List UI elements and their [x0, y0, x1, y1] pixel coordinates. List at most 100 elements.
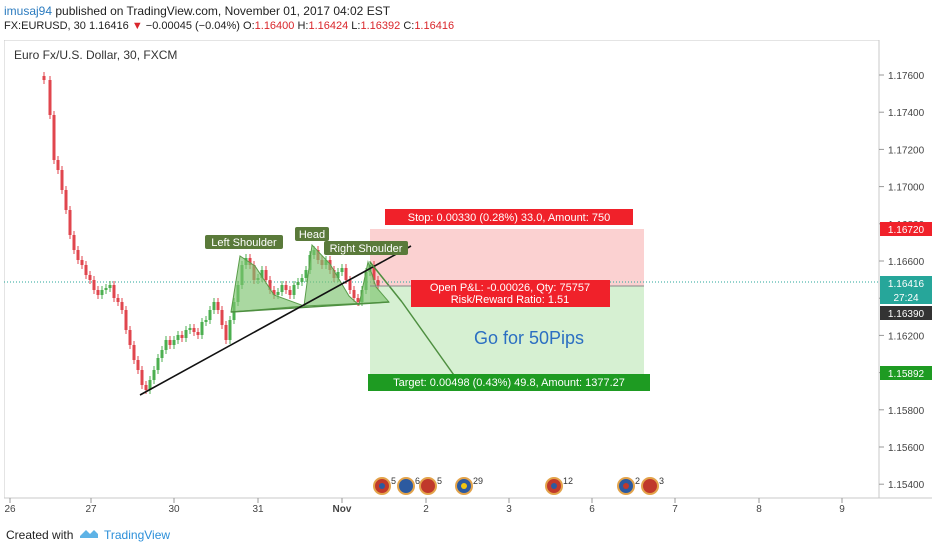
tradingview-logo-icon — [80, 530, 98, 538]
economic-events[interactable]: 5 6 5 29 12 2 3 — [373, 476, 664, 495]
candle-body — [264, 270, 268, 280]
candle-body — [220, 310, 224, 325]
candle-body — [356, 298, 360, 302]
svg-text:1.16720: 1.16720 — [888, 225, 925, 236]
candle-body — [156, 358, 160, 370]
candle-body — [196, 332, 200, 335]
symbol-label: FX:EURUSD, 30 — [4, 20, 86, 32]
candle-body — [104, 288, 108, 290]
price-tick-label: 1.15200 — [888, 517, 925, 518]
time-tick-label: 26 — [4, 504, 16, 515]
candle-body — [88, 275, 92, 280]
candle-body — [100, 290, 104, 295]
time-tick-label: 7 — [672, 504, 678, 515]
svg-text:Left Shoulder: Left Shoulder — [211, 237, 277, 249]
svg-text:1.16416: 1.16416 — [888, 279, 925, 290]
candle-body — [132, 345, 136, 360]
event-count: 2 — [635, 476, 640, 486]
candle-body — [68, 210, 72, 235]
price-chart[interactable]: 1.176001.174001.172001.170001.168001.166… — [4, 40, 932, 518]
candle-body — [228, 320, 232, 340]
pl-info-box: Open P&L: -0.00026, Qty: 75757 Risk/Rewa… — [411, 280, 610, 307]
price-tick-label: 1.15800 — [888, 406, 925, 417]
published-text: published on TradingView.com, November 0… — [55, 4, 391, 18]
candle-body — [172, 340, 176, 345]
currency-flag-icon[interactable] — [397, 477, 415, 495]
time-tick-label: 31 — [252, 504, 264, 515]
candle-body — [300, 278, 304, 282]
candle-body — [192, 328, 196, 332]
candle-body — [180, 335, 184, 338]
high-label: H: — [297, 20, 309, 32]
right-shoulder-label: Right Shoulder — [324, 241, 408, 255]
time-tick-label: 6 — [589, 504, 595, 515]
candle-body — [112, 285, 116, 298]
candle-body — [140, 370, 144, 385]
head-label: Head — [295, 227, 329, 241]
target-price-label: 1.15892 — [880, 366, 932, 380]
candle-body — [148, 380, 152, 390]
candle-body — [200, 322, 204, 335]
open-label: O: — [243, 20, 255, 32]
price-tick-label: 1.17600 — [888, 71, 925, 82]
svg-text:Target: 0.00498 (0.43%) 49.8,: Target: 0.00498 (0.43%) 49.8, Amount: 13… — [393, 377, 625, 389]
candle-body — [208, 310, 212, 320]
candle-body — [116, 298, 120, 302]
candle-body — [288, 290, 292, 295]
ohlc-line: FX:EURUSD, 30 1.16416 ▼ −0.00045 (−0.04%… — [4, 20, 454, 32]
candle-body — [120, 302, 124, 310]
candle-body — [224, 325, 228, 340]
chart-area[interactable]: 1.176001.174001.172001.170001.168001.166… — [4, 40, 932, 518]
candle-body — [56, 160, 60, 170]
down-arrow-icon: ▼ — [131, 20, 143, 32]
candle-body — [136, 360, 140, 370]
candle-body — [268, 280, 272, 290]
candle-body — [348, 280, 352, 290]
high-value: 1.16424 — [308, 20, 349, 32]
time-tick-label: 30 — [168, 504, 180, 515]
candle-body — [52, 115, 56, 160]
price-tick-label: 1.17400 — [888, 108, 925, 119]
candle-body — [96, 290, 100, 295]
trend-line[interactable] — [139, 245, 412, 396]
left-shoulder-label: Left Shoulder — [205, 235, 283, 249]
created-with-text: Created with — [6, 528, 74, 542]
chart-header: imusaj94 published on TradingView.com, N… — [0, 0, 932, 36]
tradingview-brand[interactable]: TradingView — [104, 528, 171, 542]
event-flag-group[interactable]: 29 — [455, 476, 483, 495]
candle-body — [304, 270, 308, 278]
candle-body — [160, 350, 164, 358]
event-flag-group[interactable]: 12 — [545, 476, 573, 495]
candle-body — [272, 290, 276, 295]
candle-body — [212, 302, 216, 310]
currency-flag-icon[interactable] — [419, 477, 437, 495]
candle-body — [248, 258, 252, 265]
time-tick-label: 9 — [839, 504, 845, 515]
event-flag-group[interactable]: 5 6 5 — [373, 476, 442, 495]
candle-body — [108, 285, 112, 288]
svg-text:Open P&L: -0.00026, Qty: 75757: Open P&L: -0.00026, Qty: 75757 — [430, 282, 590, 294]
candle-body — [176, 335, 180, 340]
neckline — [230, 301, 390, 313]
close-value: 1.16416 — [414, 20, 455, 32]
candle-body — [164, 340, 168, 350]
candle-body — [188, 328, 192, 330]
time-axis[interactable]: 26 27 30 31 Nov 2 3 6 7 8 9 — [4, 498, 845, 515]
candle-body — [280, 285, 284, 292]
flag-center-icon — [551, 483, 557, 489]
stop-price-label: 1.16720 — [880, 222, 932, 236]
publish-line: imusaj94 published on TradingView.com, N… — [4, 4, 390, 18]
candle-body — [60, 170, 64, 190]
currency-flag-icon[interactable] — [641, 477, 659, 495]
candle-body — [276, 292, 280, 295]
author-link[interactable]: imusaj94 — [4, 4, 53, 18]
event-count: 29 — [473, 476, 483, 486]
open-value: 1.16400 — [254, 20, 295, 32]
flag-center-icon — [623, 483, 629, 489]
go-for-pips-text: Go for 50Pips — [474, 328, 584, 348]
candle-body — [92, 280, 96, 290]
candle-body — [184, 330, 188, 338]
candle-body — [76, 250, 80, 260]
chart-title: Euro Fx/U.S. Dollar, 30, FXCM — [14, 48, 178, 62]
